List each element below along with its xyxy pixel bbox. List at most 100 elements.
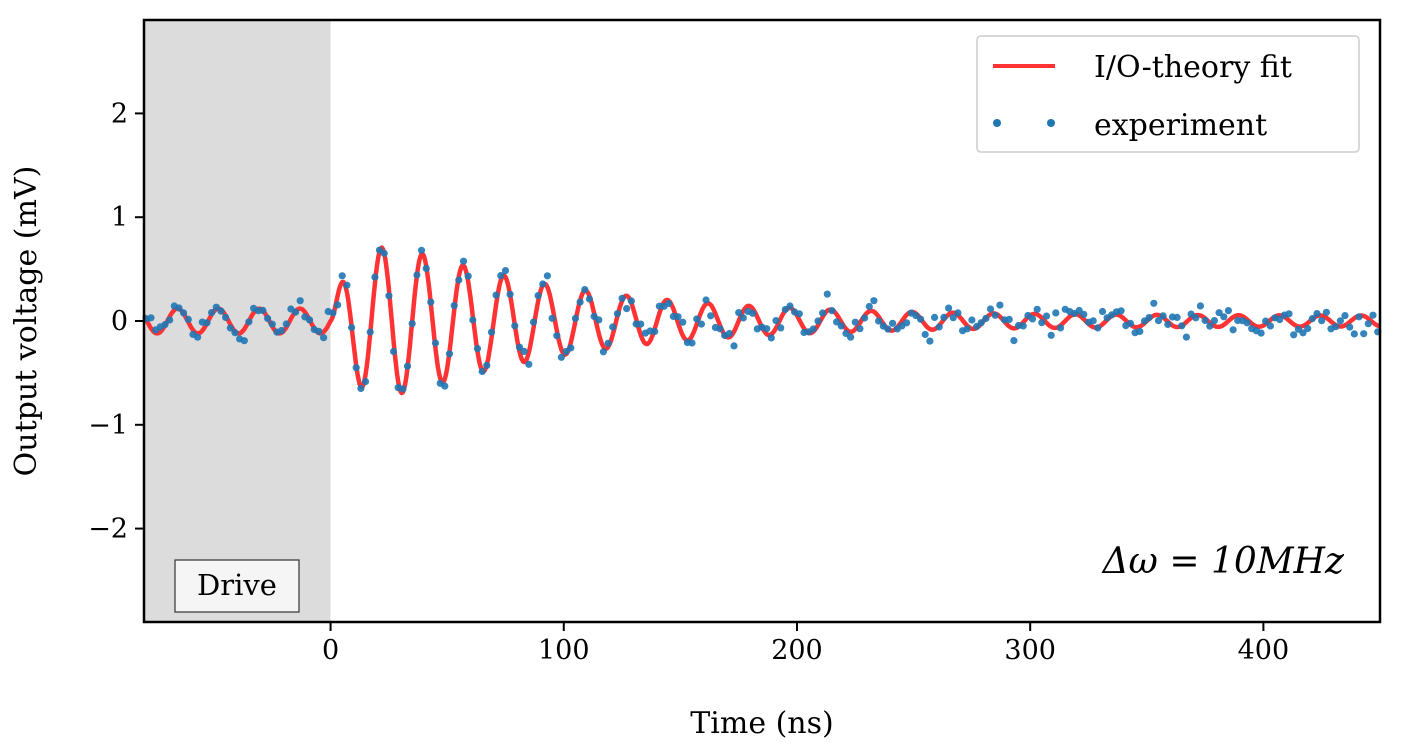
y-tick-label: 0 [111,306,128,337]
data-point [529,318,538,326]
data-point [1336,317,1344,325]
data-point [1150,299,1158,307]
data-point [674,313,682,321]
data-point [567,344,575,352]
data-point [506,290,514,298]
data-point [417,246,426,254]
data-point [772,317,780,325]
x-tick-label: 400 [1238,635,1290,666]
data-point [870,297,878,305]
data-point [1098,307,1107,316]
data-point [837,322,845,330]
data-point [651,327,659,336]
data-point [315,327,323,335]
data-point [487,328,496,336]
data-point [786,302,794,310]
data-point [889,319,897,327]
data-point [697,320,706,328]
data-point [1052,309,1060,317]
legend-swatch-experiment [1047,119,1055,127]
data-point [688,339,696,347]
x-tick-label: 200 [771,635,823,666]
data-point [823,290,831,298]
data-point [926,337,934,345]
data-point [399,385,407,393]
data-point [371,273,379,281]
data-point [1360,330,1368,338]
data-point [935,323,943,331]
data-point [1285,310,1293,318]
data-point [917,315,925,323]
legend-label-experiment: experiment [1094,108,1267,143]
data-point [194,333,202,341]
data-point [511,322,519,330]
data-point [1364,320,1372,328]
experiment-points [142,246,1382,393]
data-point [693,315,701,323]
data-point [1201,316,1209,325]
data-point [343,281,351,289]
data-point [557,353,566,361]
data-point [1178,322,1186,330]
data-point [1318,317,1326,325]
data-point [581,286,589,294]
data-point [1220,313,1228,321]
data-point [1038,319,1046,327]
y-tick-label: −2 [88,514,128,545]
data-point [1145,314,1153,322]
data-point [208,309,216,317]
data-point [1047,331,1055,339]
data-point [963,325,971,333]
legend: I/O-theory fit experiment [976,35,1360,153]
data-point [534,292,542,300]
data-point [1257,329,1265,337]
data-point [329,309,337,317]
data-point [1164,320,1172,328]
data-point [1019,322,1027,330]
data-point [819,309,827,317]
data-point [814,317,822,325]
data-point [459,257,468,265]
data-point [1173,313,1181,321]
data-point [702,296,710,304]
data-point [996,301,1004,309]
legend-label-fit: I/O-theory fit [1094,50,1292,85]
data-point [184,315,192,323]
data-point [903,319,911,327]
data-point [1056,324,1065,332]
data-point [1304,324,1312,333]
data-point [875,317,883,325]
data-point [292,308,300,316]
data-point [1206,322,1214,330]
data-point [492,291,500,299]
data-point [921,330,929,339]
data-point [847,333,855,341]
data-point [320,334,328,342]
data-point [1010,337,1018,345]
data-point [833,318,841,326]
data-point [884,325,892,333]
x-axis-label: Time (ns) [690,706,833,741]
data-point [1243,319,1251,327]
data-point [1117,307,1125,315]
data-point [306,316,314,324]
data-point [795,310,803,318]
drive-label-text: Drive [197,568,277,602]
data-point [539,280,547,288]
data-point [278,326,286,335]
data-point [725,329,734,338]
data-point [282,320,290,328]
data-point [1276,316,1284,324]
data-point [1290,331,1298,339]
data-point [1159,312,1167,320]
data-point [413,271,421,279]
data-point [147,314,155,322]
legend-box [976,35,1360,153]
data-point [543,272,552,280]
data-point [599,348,608,356]
data-point [520,347,528,355]
y-tick-label: −1 [88,410,128,441]
data-point [767,334,775,342]
data-point [161,321,169,329]
data-point [1224,307,1232,315]
